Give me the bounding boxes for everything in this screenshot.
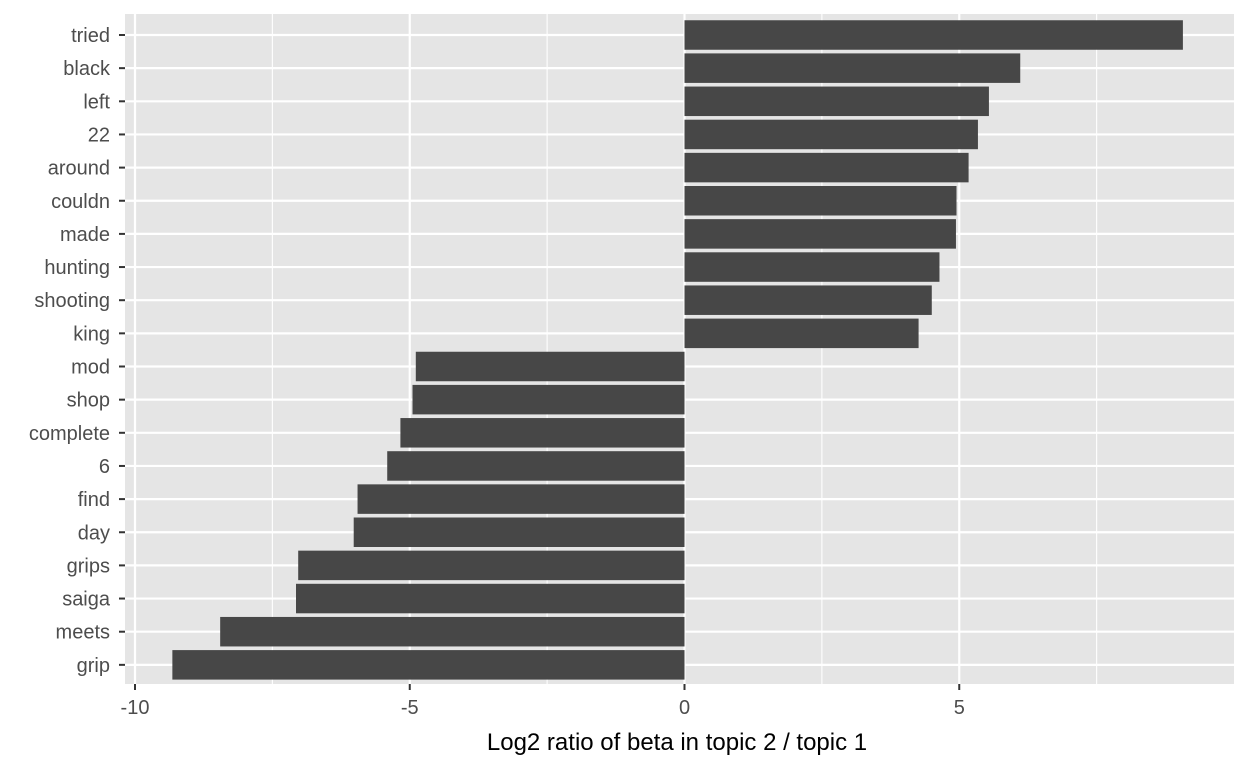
y-tick-label: hunting — [44, 257, 110, 279]
bar-grip — [172, 650, 685, 680]
bar-saiga — [296, 583, 685, 614]
x-tick-label: 0 — [679, 697, 690, 719]
y-tick-label: grips — [67, 555, 110, 577]
bar-complete — [400, 418, 685, 448]
bar-king — [684, 318, 919, 349]
y-tick-label: black — [63, 58, 111, 80]
y-tick-label: grip — [77, 655, 110, 677]
plot-panel — [125, 14, 1234, 684]
x-tick-label: -5 — [401, 697, 419, 719]
bar-couldn — [684, 186, 957, 216]
x-tick-label: -10 — [121, 697, 150, 719]
bar-6 — [387, 451, 685, 481]
bar-around — [684, 152, 969, 183]
y-tick-label: shop — [67, 390, 110, 412]
bar-shooting — [684, 285, 932, 315]
y-tick-label: 22 — [88, 124, 110, 146]
y-tick-label: shooting — [34, 290, 110, 312]
bar-find — [357, 484, 685, 514]
x-tick-label: 5 — [954, 697, 965, 719]
bar-22 — [684, 119, 978, 150]
y-tick-label: day — [78, 522, 110, 544]
y-tick-label: saiga — [62, 589, 111, 611]
x-axis-ticks: -10 -5 0 5 — [121, 684, 965, 719]
bar-hunting — [684, 252, 940, 282]
y-tick-label: king — [73, 323, 110, 345]
y-tick-label: mod — [71, 357, 110, 379]
y-tick-label: couldn — [51, 191, 110, 213]
bar-meets — [220, 616, 685, 647]
bar-shop — [412, 384, 685, 415]
bar-black — [684, 53, 1021, 83]
y-tick-label: 6 — [99, 456, 110, 478]
bar-mod — [415, 351, 685, 382]
y-tick-label: left — [83, 91, 110, 113]
y-tick-label: tried — [71, 25, 110, 47]
y-tick-label: meets — [56, 622, 110, 644]
bar-day — [353, 517, 685, 547]
bars — [172, 20, 1183, 680]
y-tick-label: made — [60, 224, 110, 246]
y-tick-label: find — [78, 489, 110, 511]
bar-tried — [684, 20, 1183, 50]
y-tick-label: around — [48, 158, 110, 180]
bar-grips — [298, 550, 685, 581]
y-axis-labels: tried black left 22 around couldn made hunting s… — [29, 25, 125, 677]
y-tick-label: complete — [29, 423, 110, 445]
bar-made — [684, 219, 956, 249]
x-axis-title: Log2 ratio of beta in topic 2 / topic 1 — [487, 729, 867, 756]
bar-left — [684, 86, 989, 117]
